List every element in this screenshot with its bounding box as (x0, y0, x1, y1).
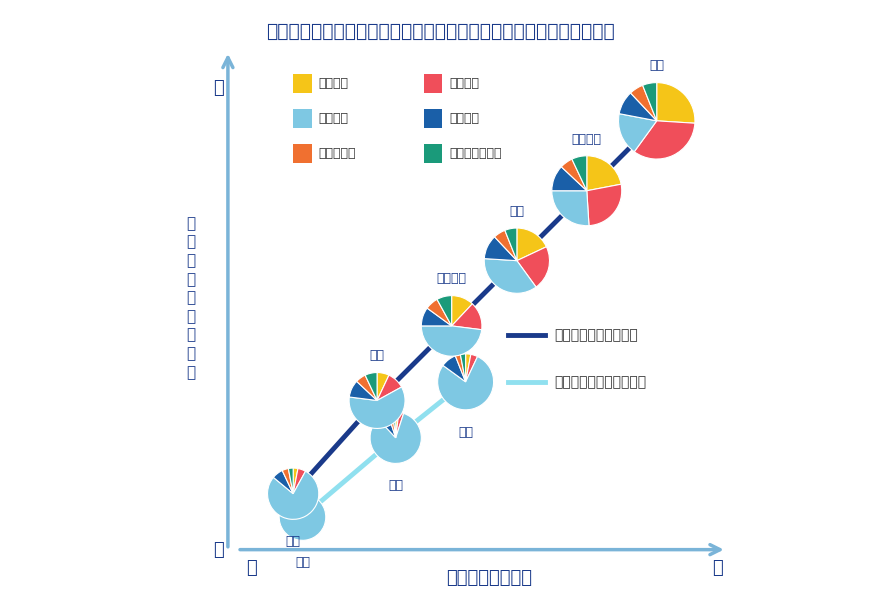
Text: 低: 低 (213, 540, 224, 559)
FancyBboxPatch shape (423, 74, 443, 93)
Wedge shape (377, 375, 401, 401)
Text: 積極: 積極 (649, 60, 664, 73)
Wedge shape (460, 354, 466, 382)
Wedge shape (451, 296, 473, 326)
Text: 期
待
さ
れ
る
リ
タ
ー
ン: 期 待 さ れ る リ タ ー ン (186, 216, 195, 380)
Wedge shape (378, 414, 396, 438)
Wedge shape (572, 156, 587, 191)
Wedge shape (451, 304, 482, 330)
Wedge shape (587, 184, 622, 225)
Wedge shape (484, 258, 536, 293)
Wedge shape (495, 230, 517, 261)
Text: やや保守: やや保守 (436, 273, 466, 286)
Wedge shape (365, 372, 377, 401)
Wedge shape (392, 412, 396, 438)
Wedge shape (466, 354, 471, 382)
FancyBboxPatch shape (423, 109, 443, 128)
Text: オルタナティブ: オルタナティブ (450, 147, 502, 160)
FancyBboxPatch shape (423, 144, 443, 163)
Wedge shape (349, 381, 377, 401)
Wedge shape (356, 375, 377, 401)
FancyBboxPatch shape (293, 109, 312, 128)
Wedge shape (422, 326, 481, 356)
Text: 外国債券: 外国債券 (450, 112, 480, 125)
Wedge shape (293, 468, 305, 494)
Wedge shape (377, 372, 389, 401)
Wedge shape (293, 468, 298, 494)
Wedge shape (437, 356, 494, 410)
Wedge shape (303, 494, 304, 517)
Wedge shape (370, 414, 422, 463)
Wedge shape (455, 355, 466, 382)
Text: 保守: 保守 (370, 349, 385, 362)
Text: 中位: 中位 (510, 205, 524, 218)
Text: 中位: 中位 (388, 479, 403, 492)
Wedge shape (301, 494, 303, 517)
Text: 積極: 積極 (458, 425, 473, 438)
Wedge shape (517, 247, 549, 287)
Text: リスク許容度に応じた運用コース別のリスク・リターン（イメージ）: リスク許容度に応じた運用コース別のリスク・リターン（イメージ） (266, 21, 614, 41)
Text: 高: 高 (712, 559, 722, 577)
Text: 国内株式: 国内株式 (319, 77, 348, 90)
Wedge shape (552, 167, 587, 191)
Wedge shape (396, 412, 404, 438)
Text: 外国株式: 外国株式 (450, 77, 480, 90)
Text: 想定されるリスク: 想定されるリスク (446, 569, 532, 586)
Wedge shape (427, 299, 451, 326)
FancyBboxPatch shape (293, 74, 312, 93)
Wedge shape (437, 296, 451, 326)
Wedge shape (552, 191, 589, 226)
Text: ボンドコア・プログラム: ボンドコア・プログラム (554, 375, 646, 389)
Text: 国内債券: 国内債券 (319, 112, 348, 125)
Wedge shape (299, 494, 303, 517)
Wedge shape (561, 159, 587, 191)
Wedge shape (517, 228, 546, 261)
Text: 高: 高 (213, 79, 224, 97)
Wedge shape (656, 83, 695, 123)
Wedge shape (631, 86, 656, 121)
Text: やや積極: やや積極 (572, 133, 602, 146)
Wedge shape (289, 468, 293, 494)
Wedge shape (282, 468, 293, 494)
FancyBboxPatch shape (293, 144, 312, 163)
Text: 保守: 保守 (286, 535, 301, 548)
Wedge shape (484, 237, 517, 261)
Wedge shape (619, 114, 656, 152)
Wedge shape (466, 355, 478, 382)
Wedge shape (505, 228, 517, 261)
Text: マスター・プログラム: マスター・プログラム (554, 328, 638, 342)
Wedge shape (634, 121, 695, 159)
Wedge shape (388, 412, 396, 438)
Wedge shape (587, 156, 621, 191)
Wedge shape (274, 470, 293, 494)
Text: 低: 低 (246, 559, 257, 577)
Wedge shape (292, 494, 303, 517)
Wedge shape (279, 494, 326, 540)
Wedge shape (303, 494, 307, 517)
Wedge shape (349, 387, 405, 428)
Wedge shape (620, 93, 656, 121)
Wedge shape (268, 471, 319, 519)
Wedge shape (396, 412, 399, 438)
Wedge shape (642, 83, 656, 121)
Wedge shape (443, 356, 466, 382)
Wedge shape (422, 308, 451, 326)
Text: 世界リート: 世界リート (319, 147, 356, 160)
Text: 保守: 保守 (295, 556, 310, 569)
